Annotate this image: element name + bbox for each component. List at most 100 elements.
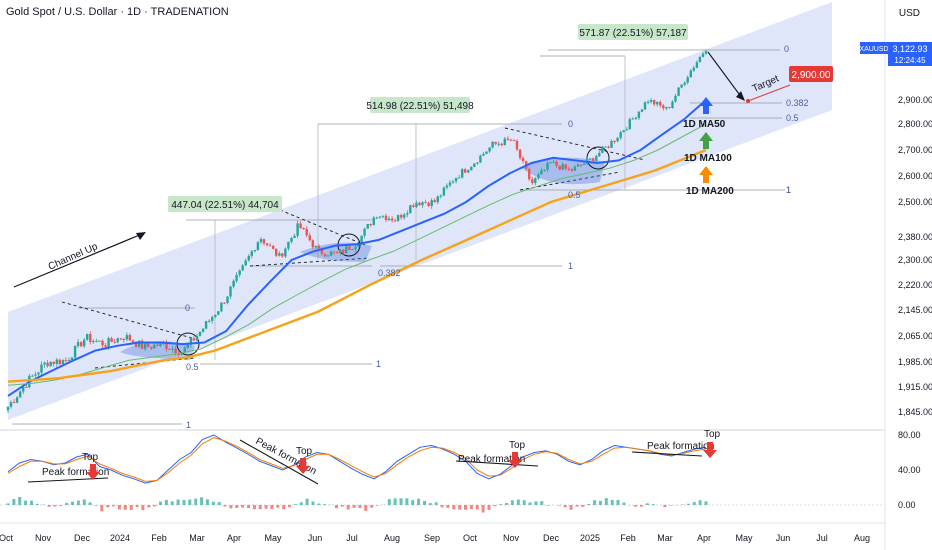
- histogram-bar: [170, 501, 174, 505]
- histogram-bar: [423, 501, 426, 505]
- down-arrow-icon: [296, 458, 310, 474]
- candle-body: [61, 360, 65, 365]
- candle-body: [15, 397, 19, 403]
- ma50-label: 1D MA50: [683, 119, 726, 130]
- candle-body: [201, 328, 205, 332]
- histogram-bar: [270, 505, 274, 510]
- histogram-bar: [540, 501, 544, 505]
- candle-body: [119, 338, 122, 340]
- histogram-bar: [153, 505, 157, 507]
- candle-body: [204, 321, 208, 329]
- candle-body: [573, 166, 577, 171]
- candle-body: [25, 386, 28, 388]
- candle-body: [110, 338, 113, 342]
- ma50-arrow-icon: [699, 97, 713, 114]
- candle-body: [165, 342, 168, 349]
- time-tick-label: Jul: [346, 533, 358, 543]
- candle-body: [208, 320, 211, 322]
- histogram-bar: [452, 505, 456, 510]
- last-price-text: 3,122.93: [892, 44, 927, 54]
- candle-body: [49, 361, 52, 367]
- price-tick-label: 1,985.00: [898, 357, 932, 367]
- candle-body: [476, 162, 479, 164]
- oscillator-axis: 80.00 40.00 0.00: [898, 430, 921, 510]
- candle-body: [223, 302, 226, 304]
- histogram-bar: [258, 505, 262, 510]
- candle-body: [387, 218, 391, 221]
- ma-line: [7, 99, 707, 397]
- peak-label-4: Peak formation: [647, 441, 714, 452]
- fib-label: 0.5: [786, 113, 799, 123]
- histogram-bar: [129, 505, 133, 511]
- candle-body: [247, 255, 250, 261]
- candle-body: [643, 102, 647, 110]
- candle-body: [689, 70, 692, 78]
- candle-body: [372, 217, 375, 226]
- candle-body: [622, 130, 625, 133]
- candle-body: [217, 311, 220, 315]
- time-tick-label: Oct: [0, 533, 13, 543]
- candle-body: [336, 252, 339, 254]
- candle-body: [290, 238, 293, 242]
- candle-body: [95, 340, 98, 342]
- measure-label-3: 571.87 (22.51%) 57,187: [579, 28, 687, 39]
- candle-body: [695, 62, 699, 68]
- candle-body: [326, 255, 330, 257]
- histogram-bar: [393, 498, 397, 505]
- countdown-text: 12:24:45: [894, 56, 926, 65]
- histogram-bar: [135, 505, 139, 507]
- histogram-bar: [417, 498, 421, 505]
- fib-label: 0: [185, 303, 190, 313]
- fib-label: 0.5: [568, 190, 581, 200]
- peak-label-1: Peak formation: [42, 467, 109, 478]
- candle-body: [515, 140, 519, 150]
- target-arrowhead: [736, 91, 745, 101]
- candle-body: [235, 275, 238, 281]
- histogram-bar: [211, 501, 215, 505]
- osc-tick-label: 40.00: [898, 465, 921, 475]
- candle-body: [137, 340, 141, 347]
- candle-body: [396, 215, 400, 221]
- osc-tick-label: 80.00: [898, 430, 921, 440]
- candle-body: [332, 251, 336, 253]
- candle-body: [381, 215, 385, 217]
- channel-up-label: Channel Up: [47, 241, 100, 273]
- histogram-bar: [405, 498, 409, 505]
- oscillator-lines: [7, 434, 707, 484]
- measure-label-1: 447.04 (22.51%) 44,704: [171, 200, 279, 211]
- candle-body: [180, 352, 183, 355]
- candle-body: [159, 342, 162, 346]
- histogram-bar: [440, 505, 444, 508]
- histogram-bar: [499, 504, 503, 505]
- histogram-bar: [604, 498, 608, 505]
- price-tick-label: 2,700.00: [898, 145, 932, 155]
- candle-body: [34, 374, 37, 376]
- candle-body: [150, 346, 153, 349]
- candle-body: [546, 163, 549, 170]
- price-tick-label: 2,380.00: [898, 232, 932, 242]
- candle-body: [6, 406, 10, 411]
- time-tick-label: Nov: [35, 533, 52, 543]
- candle-body: [653, 100, 656, 105]
- histogram-bar: [159, 501, 162, 505]
- candle-body: [537, 174, 540, 179]
- time-tick-label: Jul: [816, 533, 828, 543]
- candle-body: [393, 220, 397, 222]
- histogram-bar: [475, 505, 479, 510]
- histogram-bar: [317, 503, 321, 505]
- histogram-bar: [364, 505, 368, 511]
- candle-body: [323, 253, 327, 257]
- candle-body: [275, 248, 278, 256]
- histogram-bar: [311, 501, 315, 505]
- candle-body: [64, 360, 68, 362]
- histogram-bar: [235, 505, 239, 508]
- osc-tick-label: 0.00: [898, 500, 916, 510]
- candle-body: [40, 364, 43, 373]
- candle-body: [418, 202, 421, 206]
- histogram-bar: [546, 505, 550, 506]
- candle-body: [421, 202, 424, 206]
- histogram-bar: [18, 497, 22, 505]
- candle-body: [37, 372, 40, 375]
- oscillator-line: [7, 437, 707, 482]
